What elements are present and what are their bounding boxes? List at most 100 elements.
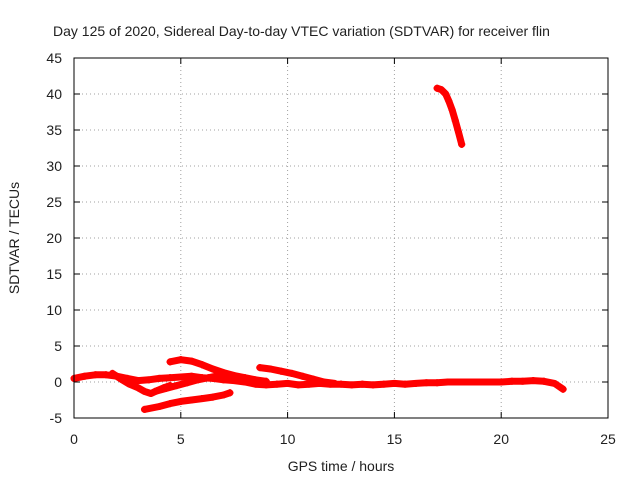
y-tick-label: -5 [50,410,63,426]
data-point [445,97,453,105]
data-point [358,380,366,388]
y-tick-label: 15 [46,266,62,282]
data-point [519,377,527,385]
data-point [262,377,270,385]
y-tick-label: 35 [46,122,62,138]
y-tick-label: 5 [54,338,62,354]
data-point [194,376,202,384]
data-point [187,357,195,365]
data-point [267,365,275,373]
data-point [140,387,148,395]
y-tick-label: 40 [46,86,62,102]
data-point [529,377,537,385]
data-point [226,389,234,397]
data-point [401,380,409,388]
y-tick-label: 25 [46,194,62,210]
data-point [380,380,388,388]
data-series [70,84,567,413]
data-point [444,378,452,386]
data-point [198,395,206,403]
data-point [331,379,339,387]
data-point [369,381,377,389]
data-point [134,377,142,385]
chart-title: Day 125 of 2020, Sidereal Day-to-day VTE… [53,23,550,39]
data-point [198,361,206,369]
series-upper-arc [166,356,270,385]
data-point [173,382,181,390]
data-point [273,380,281,388]
data-point [559,385,567,393]
data-point [422,379,430,387]
data-point [337,380,345,388]
data-point [448,106,456,114]
data-point [134,384,142,392]
data-point [256,364,264,372]
data-point [140,405,148,413]
data-point [209,393,217,401]
data-point [476,378,484,386]
data-point [81,372,89,380]
y-axis-label: SDTVAR / TECUs [6,182,22,294]
data-point [220,391,228,399]
data-point [224,371,232,379]
data-point [320,378,328,386]
data-point [294,381,302,389]
data-point [241,374,249,382]
data-point [151,387,159,395]
data-point [390,379,398,387]
data-point [433,84,441,92]
data-point [209,365,217,373]
grid-lines [74,58,608,418]
data-point [205,374,213,382]
data-point [183,379,191,387]
data-point [108,369,116,377]
y-tick-label: 45 [46,50,62,66]
axis-ticks: 0 5 10 15 20 25 -5 0 5 10 15 20 25 30 35 40 45 [46,50,616,447]
data-point [442,90,450,98]
x-tick-label: 5 [177,431,185,447]
data-point [126,380,134,388]
data-point [487,378,495,386]
data-point [177,356,185,364]
data-point [458,140,466,148]
data-point [155,374,163,382]
data-point [91,371,99,379]
data-point [412,379,420,387]
x-tick-label: 10 [280,431,296,447]
data-point [166,400,174,408]
data-point [230,372,238,380]
data-point [166,374,174,382]
data-point [166,358,174,366]
data-point [451,117,459,125]
data-point [348,381,356,389]
data-point [284,379,292,387]
series-high-arc [433,84,466,148]
x-tick-label: 15 [387,431,403,447]
data-point [497,378,505,386]
y-tick-label: 10 [46,302,62,318]
data-point [102,371,110,379]
y-tick-label: 30 [46,158,62,174]
data-point [551,379,559,387]
y-tick-label: 20 [46,230,62,246]
data-point [117,375,125,383]
data-point [252,376,260,384]
data-point [437,86,445,94]
data-point [433,379,441,387]
data-point [454,128,462,136]
data-point [215,372,223,380]
data-point [309,375,317,383]
data-point [465,378,473,386]
data-point [508,377,516,385]
data-point [177,397,185,405]
data-point [277,367,285,375]
data-point [540,377,548,385]
data-point [288,369,296,377]
x-tick-label: 0 [70,431,78,447]
x-tick-label: 25 [600,431,616,447]
y-tick-label: 0 [54,374,62,390]
data-point [162,384,170,392]
data-point [155,402,163,410]
data-point [305,380,313,388]
